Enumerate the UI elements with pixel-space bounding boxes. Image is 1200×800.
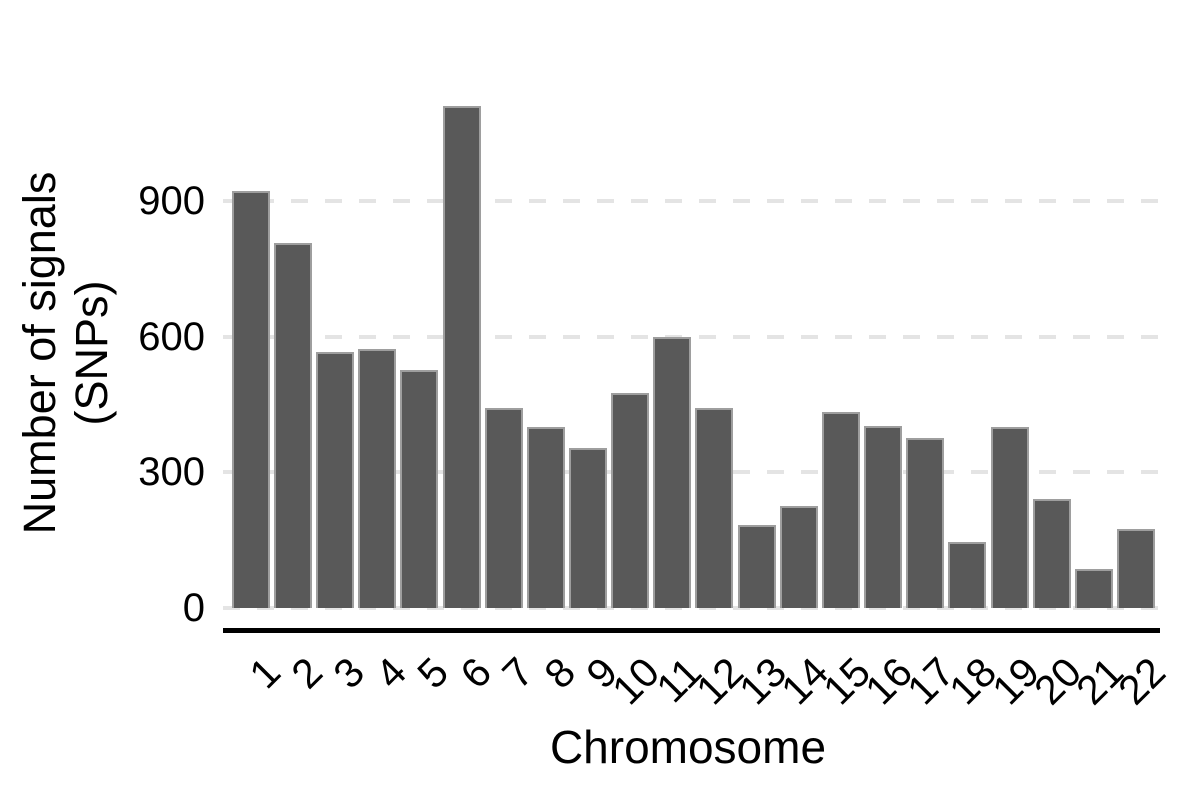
bar-chr-18 [948,542,987,609]
y-tick-label-900: 900 [138,178,205,223]
bar-chr-22 [1116,528,1155,609]
y-tick-label-0: 0 [182,586,205,630]
bar-chr-16 [864,425,903,609]
x-axis-line [223,628,1160,633]
x-axis-title: Chromosome [549,721,827,773]
bar-chr-14 [779,505,818,609]
bar-chr-20 [1032,499,1071,609]
bar-chr-4 [358,348,397,609]
bar-chr-5 [400,369,439,609]
y-tick-label-300: 300 [138,450,205,495]
bar-chr-11 [653,337,692,609]
bar-chr-2 [273,243,312,609]
bar-chr-1 [231,190,270,609]
bar-chr-8 [526,426,565,609]
bar-chr-21 [1074,568,1113,609]
gridline-0 [223,606,1160,610]
bar-chr-6 [442,105,481,609]
gridline-600 [223,334,1160,339]
bar-chr-19 [990,426,1029,609]
bar-chr-3 [316,352,355,609]
bar-chr-17 [906,437,945,609]
bar-chr-7 [484,408,523,609]
bar-chr-15 [821,412,860,609]
bar-chr-10 [611,392,650,609]
bar-chr-13 [737,525,776,609]
bar-chr-9 [569,448,607,609]
y-tick-label-600: 600 [138,314,205,359]
gridline-300 [223,470,1160,475]
bar-chr-12 [695,408,734,609]
gridline-900 [223,198,1160,203]
